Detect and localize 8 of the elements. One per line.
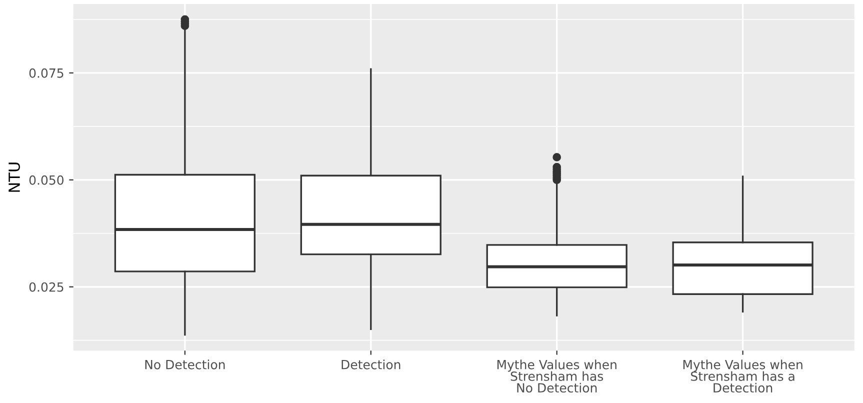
y-axis-title: NTU [8,162,20,192]
x-tick-label: Mythe Values when Strensham has a Detection [683,360,802,393]
y-tick-label: 0.050 [29,175,64,185]
y-tick-label: 0.075 [29,68,64,78]
x-tick-label: Mythe Values when Strensham has No Detection [497,360,616,393]
x-tick-label: No Detection [145,360,225,370]
y-tick-label: 0.025 [29,282,64,292]
x-tick-label: Detection [342,360,400,370]
